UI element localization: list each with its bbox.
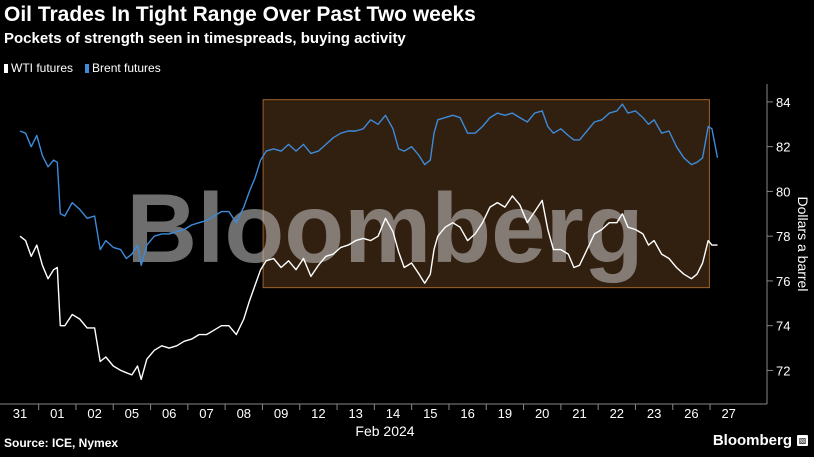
y-tick-label: 78 xyxy=(776,229,790,244)
x-tick-label: 09 xyxy=(274,406,288,421)
series-layer xyxy=(19,103,719,381)
y-tick-label: 74 xyxy=(776,319,790,334)
x-axis-title: Feb 2024 xyxy=(355,423,414,439)
x-tick-label: 12 xyxy=(311,406,325,421)
x-tick-label: 15 xyxy=(423,406,437,421)
series-line-wti xyxy=(19,195,718,381)
x-tick-label: 27 xyxy=(721,406,735,421)
bloomberg-terminal-icon: ▧ xyxy=(797,435,808,446)
x-tick-label: 01 xyxy=(50,406,64,421)
chart-title: Oil Trades In Tight Range Over Past Two … xyxy=(4,3,476,26)
x-tick-label: 21 xyxy=(572,406,586,421)
y-ticks: 72 74 76 78 80 82 84 xyxy=(767,95,790,378)
y-tick-label: 76 xyxy=(776,274,790,289)
x-ticks: 31 01 02 05 06 07 08 09 12 13 14 15 16 19 20 21 22 23 26 27 xyxy=(13,404,736,421)
y-tick-label: 84 xyxy=(776,95,790,110)
highlight-range-box xyxy=(262,99,710,289)
series-line-brent xyxy=(19,103,719,266)
x-tick-label: 16 xyxy=(460,406,474,421)
legend-label-brent: Brent futures xyxy=(92,61,161,75)
bloomberg-logo: Bloomberg ▧ xyxy=(713,432,808,449)
chart-subtitle: Pockets of strength seen in timespreads,… xyxy=(4,30,406,47)
x-tick-label: 20 xyxy=(535,406,549,421)
x-tick-label: 19 xyxy=(498,406,512,421)
brand-name: Bloomberg xyxy=(712,432,792,449)
x-tick-label: 14 xyxy=(386,406,400,421)
x-tick-label: 31 xyxy=(13,406,27,421)
x-tick-label: 08 xyxy=(237,406,251,421)
x-tick-label: 07 xyxy=(199,406,213,421)
x-tick-label: 22 xyxy=(610,406,624,421)
y-axis-title: Dollars a barrel xyxy=(795,197,811,292)
y-tick-label: 82 xyxy=(776,140,790,155)
source-note: Source: ICE, Nymex xyxy=(4,436,119,450)
x-tick-label: 26 xyxy=(684,406,698,421)
x-tick-label: 23 xyxy=(647,406,661,421)
legend-swatch-wti xyxy=(4,63,8,73)
legend: WTI futures Brent futures xyxy=(4,61,161,75)
bloomberg-watermark: Bloomberg xyxy=(126,173,643,283)
y-tick-label: 72 xyxy=(776,363,790,378)
legend-item-brent: Brent futures xyxy=(85,61,161,75)
x-tick-label: 05 xyxy=(125,406,139,421)
y-tick-label: 80 xyxy=(776,184,790,199)
legend-label-wti: WTI futures xyxy=(11,61,74,75)
legend-swatch-brent xyxy=(85,63,90,73)
x-tick-label: 06 xyxy=(162,406,176,421)
x-tick-label: 02 xyxy=(87,406,101,421)
legend-item-wti: WTI futures xyxy=(4,61,73,75)
x-tick-label: 13 xyxy=(348,406,362,421)
